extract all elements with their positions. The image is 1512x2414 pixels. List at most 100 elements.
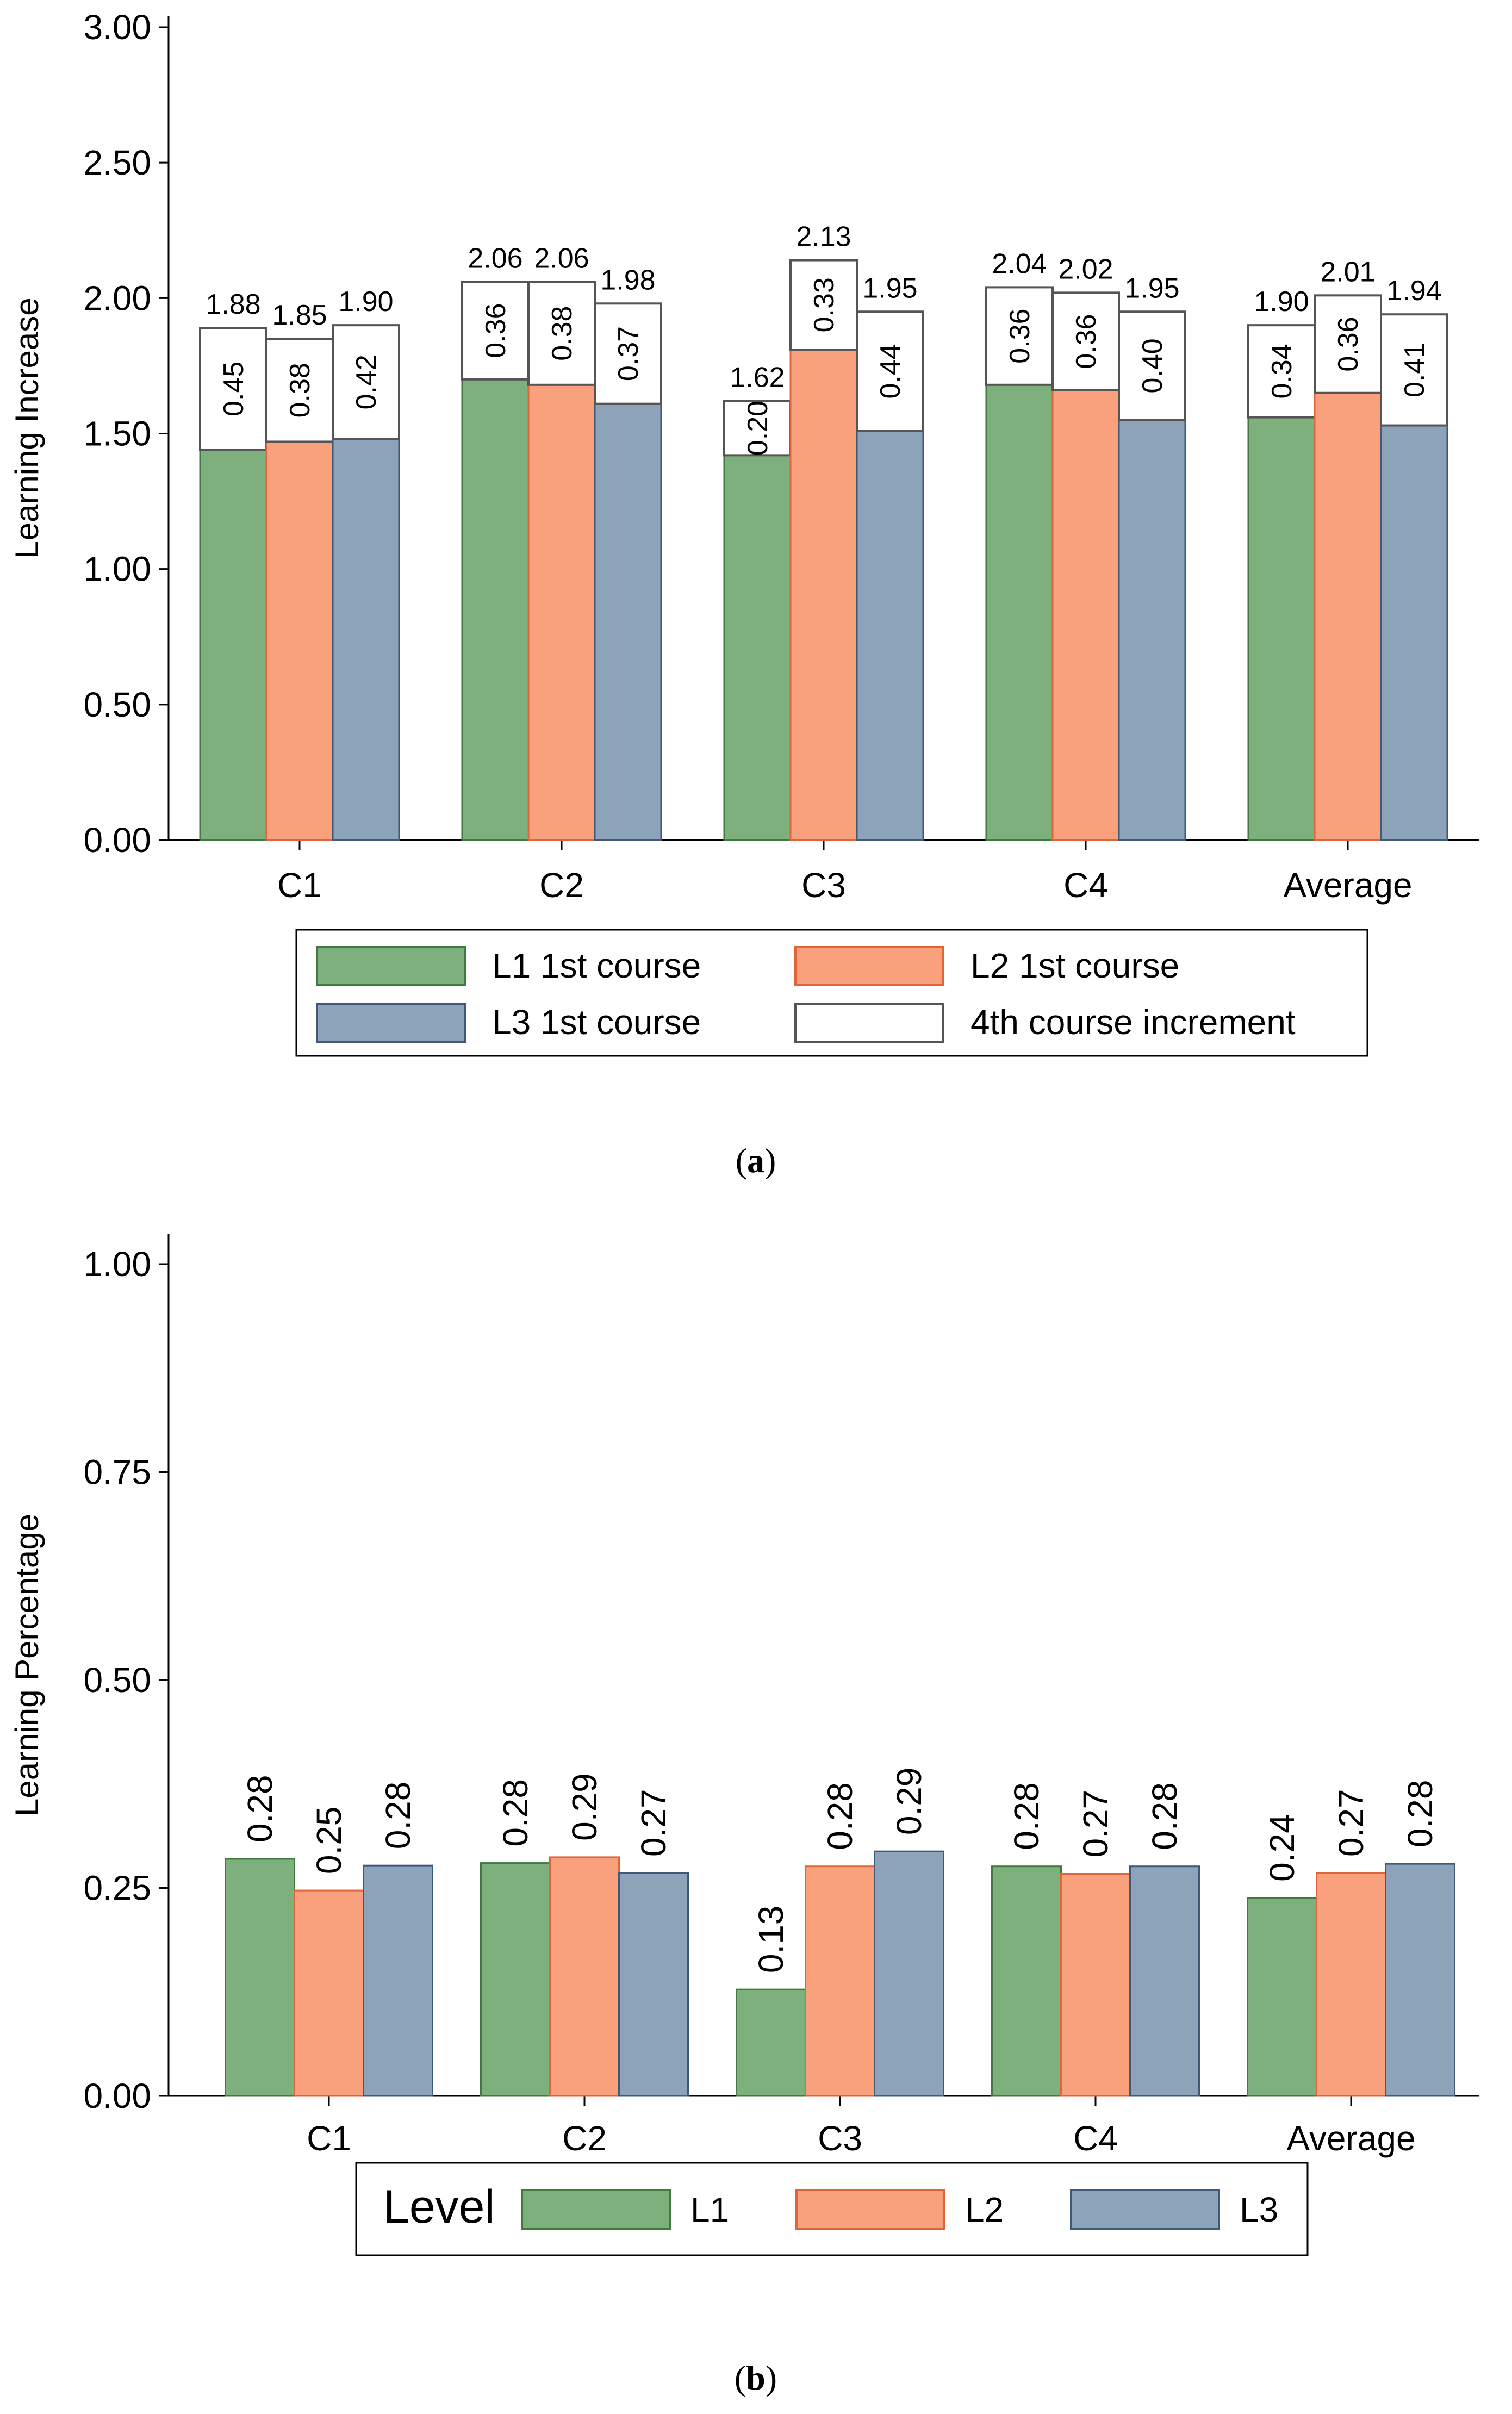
bar-L2 <box>294 1889 364 2097</box>
increment-label: 0.42 <box>351 354 382 409</box>
y-tick-label: 1.50 <box>83 414 151 453</box>
x-tick-label: C3 <box>801 866 846 905</box>
total-label: 1.90 <box>1254 286 1309 318</box>
value-label: 0.28 <box>820 1782 860 1850</box>
legend-swatch-2 <box>316 1003 466 1043</box>
value-label: 0.29 <box>565 1773 604 1841</box>
value-label: 0.28 <box>378 1782 418 1850</box>
x-tick-label: C3 <box>818 2119 862 2158</box>
legend-label: L2 1st course <box>970 946 1179 985</box>
value-label: 0.27 <box>1076 1790 1115 1858</box>
increment-label: 0.44 <box>875 344 906 399</box>
bar-L2-first-course <box>527 384 596 841</box>
increment-label: 0.45 <box>218 362 250 416</box>
bar-L1-increment <box>1247 324 1316 419</box>
total-label: 1.95 <box>862 272 917 304</box>
chart-learning-increase: 0.00 0.50 1.00 1.50 2.00 2.50 3.00 Learning Inc… <box>9 8 1479 1057</box>
legend-label: L1 <box>690 2190 729 2229</box>
y-tick-label: 2.00 <box>83 278 151 318</box>
x-tick-label: Average <box>1283 866 1412 905</box>
value-label: 0.29 <box>889 1768 929 1836</box>
y-tick-label: 0.75 <box>83 1453 151 1492</box>
increment-label: 0.36 <box>1333 316 1364 371</box>
increment-label: 0.38 <box>284 363 316 418</box>
value-label: 0.28 <box>1401 1780 1440 1848</box>
bar-L3 <box>363 1864 433 2097</box>
y-axis-title: Learning Increase <box>9 297 45 558</box>
increment-label: 0.40 <box>1137 338 1168 393</box>
legend-swatch-0 <box>316 946 466 986</box>
total-label: 2.06 <box>468 242 522 274</box>
total-label: 2.01 <box>1320 256 1375 288</box>
y-tick-label: 1.00 <box>83 1245 151 1284</box>
bar-L1 <box>991 1865 1062 2097</box>
value-label: 0.24 <box>1262 1814 1302 1882</box>
bar-L3-first-course <box>332 438 400 841</box>
bar-L3-first-course <box>856 430 924 841</box>
bar-L2 <box>549 1856 620 2097</box>
legend-label: L3 <box>1240 2190 1278 2229</box>
x-tick-label: C4 <box>1063 866 1108 905</box>
bar-L2-increment <box>1051 291 1120 391</box>
chart-learning-percentage: 0.00 0.25 0.50 0.75 1.00 Learning Percentage C… <box>9 1234 1479 2256</box>
bar-L1-first-course <box>985 384 1054 841</box>
bar-L1 <box>1247 1897 1317 2097</box>
bar-L1-increment <box>461 281 530 381</box>
total-label: 2.02 <box>1058 253 1113 285</box>
y-tick-label: 0.00 <box>83 820 151 860</box>
legend-label: 4th course increment <box>970 1003 1296 1042</box>
bar-L3 <box>1385 1863 1455 2097</box>
y-axis-title: Learning Percentage <box>9 1514 45 1816</box>
legend-swatch-L2 <box>795 2189 945 2230</box>
total-label: 1.95 <box>1124 272 1179 304</box>
bar-L3-increment <box>1380 313 1448 427</box>
total-label: 1.62 <box>730 362 785 394</box>
value-label: 0.28 <box>1007 1782 1046 1850</box>
bar-L3-first-course <box>1118 419 1186 841</box>
bar-L2-increment <box>265 338 334 443</box>
y-tick-label: 0.25 <box>83 1869 151 1908</box>
total-label: 1.98 <box>600 264 655 296</box>
legend-label: L3 1st course <box>492 1003 701 1042</box>
bar-L3 <box>618 1872 689 2097</box>
value-label: 0.28 <box>240 1775 279 1843</box>
value-label: 0.27 <box>1331 1789 1371 1857</box>
increment-label: 0.41 <box>1399 343 1430 397</box>
x-tick-label: C2 <box>539 866 584 905</box>
bar-L1-first-course <box>1247 416 1316 841</box>
bar-L3-increment <box>332 324 400 440</box>
increment-label: 0.36 <box>480 303 512 358</box>
bar-L2-increment <box>789 259 858 351</box>
x-tick-label: C4 <box>1073 2119 1118 2158</box>
bar-L1-increment <box>985 286 1054 386</box>
bar-L1 <box>480 1862 551 2097</box>
total-label: 2.06 <box>534 242 589 274</box>
increment-label: 0.34 <box>1266 344 1298 399</box>
bar-L1-increment <box>723 400 792 457</box>
caption-a: (a) <box>736 1141 776 1180</box>
bar-L3-first-course <box>1380 425 1448 841</box>
bar-L1 <box>225 1858 295 2097</box>
bar-L1 <box>736 1988 806 2097</box>
y-tick-label: 0.50 <box>83 1660 151 1700</box>
total-label: 2.13 <box>796 221 851 253</box>
bar-L1-first-course <box>723 454 792 841</box>
bar-L2-increment <box>1314 294 1382 394</box>
total-label: 1.90 <box>338 286 393 318</box>
bar-L2-first-course <box>1051 389 1120 841</box>
total-label: 1.94 <box>1386 275 1441 307</box>
legend-swatch-1 <box>794 946 944 986</box>
increment-label: 0.20 <box>742 401 774 456</box>
y-tick-label: 2.50 <box>83 143 151 182</box>
legend-label: L1 1st course <box>492 946 701 985</box>
value-label: 0.28 <box>496 1779 535 1847</box>
bar-L2 <box>805 1865 875 2097</box>
bar-L1-first-course <box>199 449 267 841</box>
increment-label: 0.37 <box>613 326 644 381</box>
x-tick-label: C1 <box>277 866 322 905</box>
legend-title: Level <box>383 2181 495 2233</box>
x-tick-label: Average <box>1286 2119 1415 2158</box>
x-tick-label: C1 <box>307 2119 351 2158</box>
legend-swatch-L1 <box>521 2189 671 2230</box>
